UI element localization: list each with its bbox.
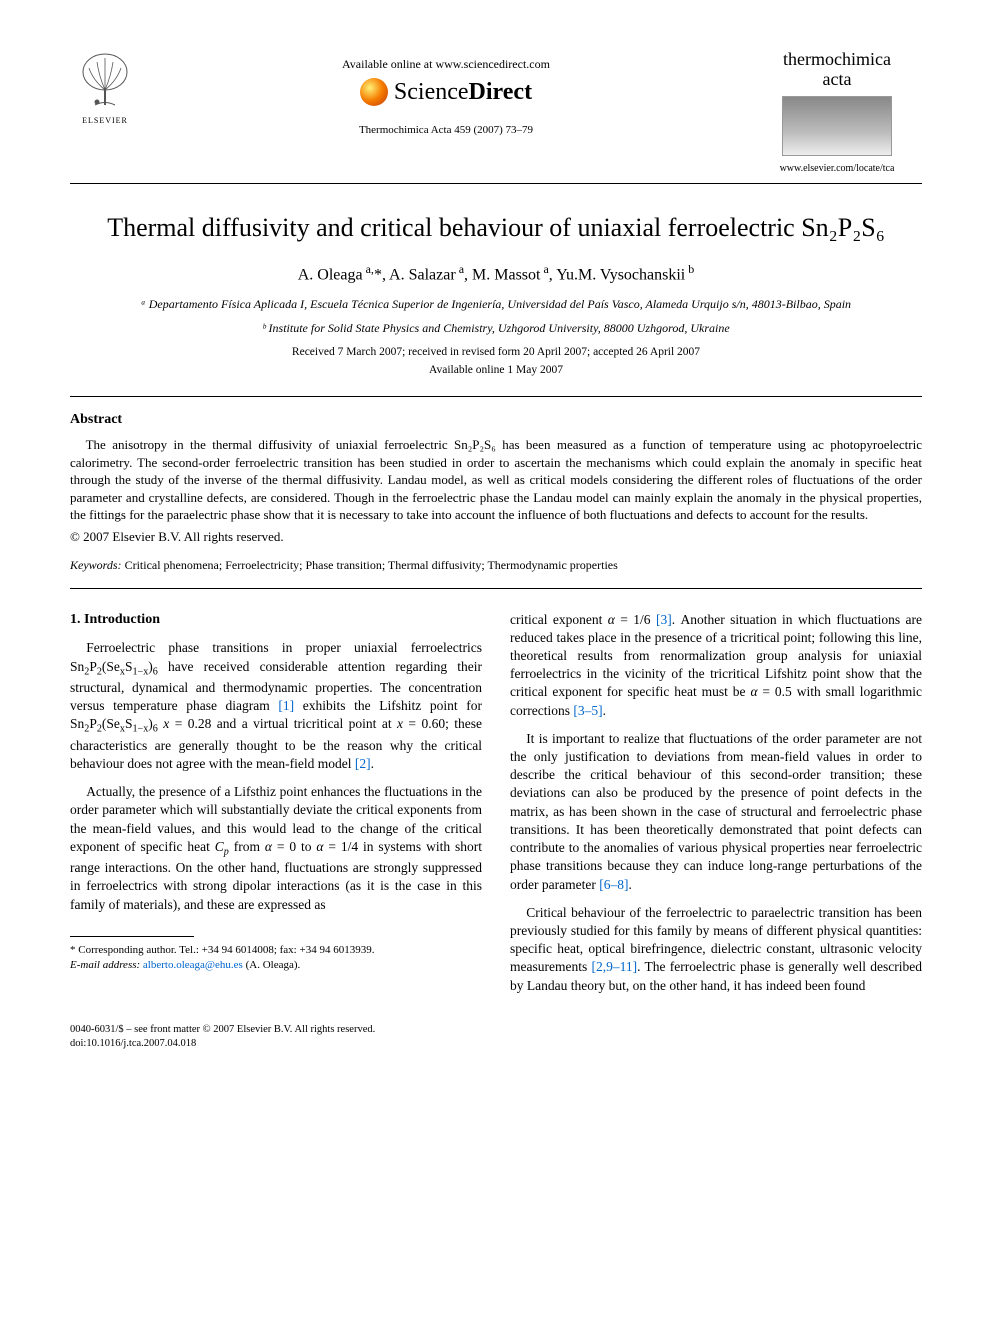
footer-front-matter: 0040-6031/$ – see front matter © 2007 El… <box>70 1023 922 1037</box>
paragraph: critical exponent α = 1/6 [3]. Another s… <box>510 611 922 720</box>
abstract-heading: Abstract <box>70 411 922 430</box>
right-column: critical exponent α = 1/6 [3]. Another s… <box>510 611 922 1005</box>
ref-link[interactable]: [2] <box>355 756 371 771</box>
header-center: Available online at www.sciencedirect.co… <box>140 50 752 137</box>
corresponding-author-footnote: * Corresponding author. Tel.: +34 94 601… <box>70 943 482 973</box>
paragraph: Critical behaviour of the ferroelectric … <box>510 904 922 995</box>
body-columns: 1. Introduction Ferroelectric phase tran… <box>70 611 922 1005</box>
ref-link[interactable]: [6–8] <box>599 877 628 892</box>
affiliation-a: ᵃ Departamento Física Aplicada I, Escuel… <box>70 296 922 313</box>
sd-part1: Science <box>394 79 469 105</box>
sciencedirect-logo: ScienceDirect <box>360 76 532 108</box>
author-list: A. Oleaga a,*, A. Salazar a, M. Massot a… <box>70 261 922 286</box>
elsevier-tree-icon <box>75 50 135 110</box>
email-link[interactable]: alberto.oleaga@ehu.es <box>143 959 243 971</box>
ref-link[interactable]: [1] <box>278 698 294 713</box>
ref-link[interactable]: [2,9–11] <box>592 959 638 974</box>
divider-bottom <box>70 588 922 589</box>
footnote-rule <box>70 936 194 937</box>
journal-reference: Thermochimica Acta 459 (2007) 73–79 <box>140 123 752 138</box>
footer: 0040-6031/$ – see front matter © 2007 El… <box>70 1023 922 1050</box>
sd-part2: Direct <box>469 79 533 105</box>
section-1-heading: 1. Introduction <box>70 611 482 630</box>
ref-link[interactable]: [3–5] <box>573 703 602 718</box>
journal-cover-thumbnail <box>782 96 892 156</box>
footer-doi: doi:10.1016/j.tca.2007.04.018 <box>70 1037 922 1051</box>
article-dates: Received 7 March 2007; received in revis… <box>70 345 922 361</box>
journal-header: ELSEVIER Available online at www.science… <box>70 50 922 184</box>
article-title: Thermal diffusivity and critical behavio… <box>70 212 922 245</box>
keywords-text: Critical phenomena; Ferroelectricity; Ph… <box>122 558 618 572</box>
available-online-line: Available online at www.sciencedirect.co… <box>140 56 752 72</box>
email-attribution: (A. Oleaga). <box>246 959 301 971</box>
keywords-line: Keywords: Critical phenomena; Ferroelect… <box>70 557 922 573</box>
sciencedirect-orb-icon <box>360 78 388 106</box>
divider-top <box>70 396 922 397</box>
affiliation-b: ᵇ Institute for Solid State Physics and … <box>70 320 922 337</box>
journal-url: www.elsevier.com/locate/tca <box>752 162 922 176</box>
ref-link[interactable]: [3] <box>656 612 672 627</box>
paragraph: Ferroelectric phase transitions in prope… <box>70 639 482 773</box>
journal-title: thermochimica acta <box>752 50 922 90</box>
keywords-label: Keywords: <box>70 558 122 572</box>
elsevier-wordmark: ELSEVIER <box>70 116 140 127</box>
abstract-copyright: © 2007 Elsevier B.V. All rights reserved… <box>70 528 922 546</box>
abstract-text: The anisotropy in the thermal diffusivit… <box>70 436 922 524</box>
sciencedirect-wordmark: ScienceDirect <box>394 76 532 108</box>
elsevier-logo: ELSEVIER <box>70 50 140 127</box>
available-online-date: Available online 1 May 2007 <box>70 363 922 379</box>
paragraph: It is important to realize that fluctuat… <box>510 730 922 894</box>
paragraph: Actually, the presence of a Lifsthiz poi… <box>70 783 482 914</box>
left-column: 1. Introduction Ferroelectric phase tran… <box>70 611 482 1005</box>
email-label: E-mail address: <box>70 959 140 971</box>
journal-cover-box: thermochimica acta www.elsevier.com/loca… <box>752 50 922 175</box>
